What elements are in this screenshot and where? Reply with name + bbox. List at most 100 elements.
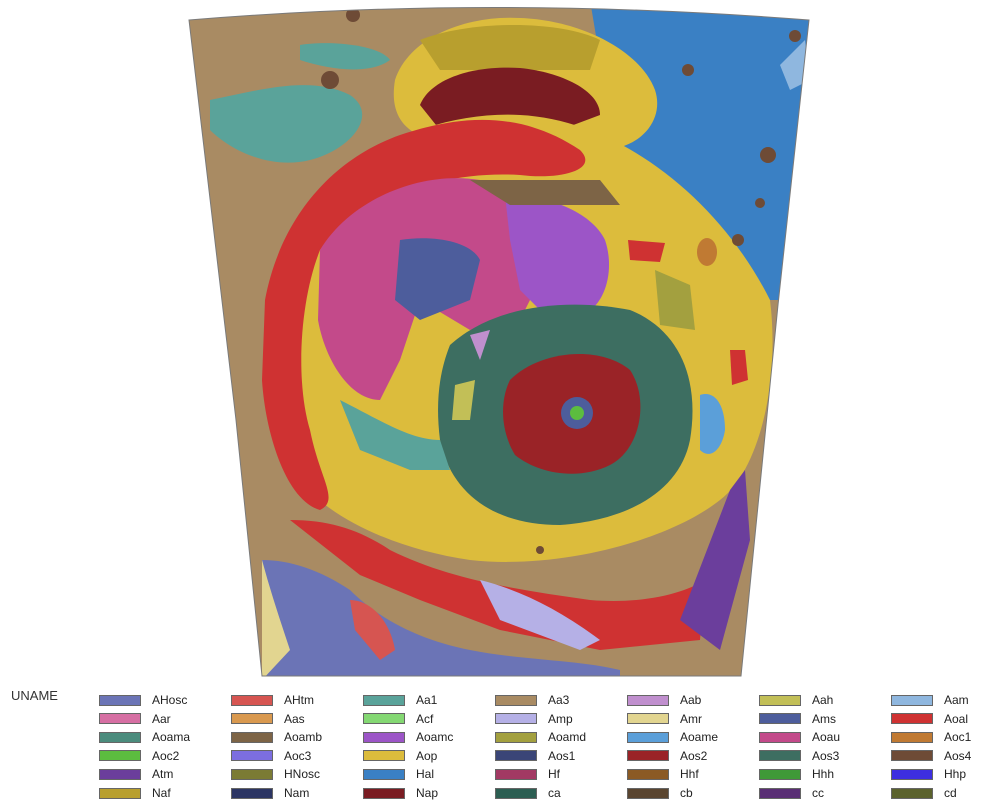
legend-label: Naf	[152, 786, 171, 800]
legend-swatch	[363, 787, 405, 799]
legend-label: Nam	[284, 786, 310, 800]
legend-label: Hhp	[944, 767, 967, 782]
unit-area-naf	[420, 25, 600, 70]
legend-swatch	[891, 787, 933, 799]
legend-item-cc: cc	[759, 786, 824, 800]
crater-spot	[755, 198, 765, 208]
legend-item-aah: Aah	[759, 693, 833, 707]
legend-label: Hf	[548, 767, 560, 782]
unit-area-ahtm	[350, 600, 395, 660]
legend-label: Acf	[416, 711, 434, 726]
legend-item-aoc1: Aoc1	[891, 730, 971, 744]
legend-label: Aar	[152, 711, 171, 726]
legend-label: Aoamb	[284, 730, 323, 745]
unit-area-aoal	[290, 520, 705, 650]
legend-swatch	[627, 787, 669, 799]
legend-label: Ams	[812, 711, 836, 726]
legend-item-ahosc: AHosc	[99, 693, 187, 707]
legend-label: Amr	[680, 711, 702, 726]
map-frame	[188, 7, 810, 677]
legend-item-aoamd: Aoamd	[495, 730, 586, 744]
legend-label: Aoame	[680, 730, 719, 745]
legend-swatch	[495, 750, 537, 762]
legend-item-atm: Atm	[99, 767, 173, 781]
legend-item-cd: cd	[891, 786, 957, 800]
geologic-map	[188, 7, 810, 677]
legend-item-aar: Aar	[99, 712, 171, 726]
legend-swatch	[363, 731, 405, 743]
legend-item-aos2: Aos2	[627, 749, 707, 763]
legend-swatch	[99, 750, 141, 762]
legend-swatch	[231, 768, 273, 780]
legend-swatch	[759, 787, 801, 799]
legend-swatch	[891, 750, 933, 762]
legend-item-aa1: Aa1	[363, 693, 437, 707]
legend-label: Aa1	[416, 693, 438, 707]
legend-label: Aos3	[812, 748, 840, 763]
legend-swatch	[627, 713, 669, 725]
unit-area-aoal	[262, 119, 586, 511]
legend-label: Aoama	[152, 730, 191, 745]
legend-item-cb: cb	[627, 786, 693, 800]
legend-item-hhf: Hhf	[627, 767, 699, 781]
crater-spot	[732, 234, 744, 246]
legend-item-hnosc: HNosc	[231, 767, 320, 781]
unit-area-aoal	[628, 240, 665, 262]
legend-item-nam: Nam	[231, 786, 309, 800]
legend-label: Hhf	[680, 767, 699, 782]
legend-label: Aas	[284, 711, 305, 726]
unit-area-ams	[395, 238, 480, 320]
legend-label: Nap	[416, 786, 439, 800]
legend-item-aos4: Aos4	[891, 749, 971, 763]
legend-item-aa3: Aa3	[495, 693, 569, 707]
legend-label: Aoamc	[416, 730, 454, 745]
legend-swatch	[99, 768, 141, 780]
legend-label: Hhh	[812, 767, 835, 782]
legend-item-aoamb: Aoamb	[231, 730, 322, 744]
unit-area-aoame	[700, 394, 725, 454]
legend-swatch	[99, 694, 141, 706]
legend-item-hf: Hf	[495, 767, 560, 781]
crater-spot	[760, 147, 776, 163]
legend-title: UNAME	[11, 688, 58, 703]
legend-label: Hal	[416, 767, 435, 782]
legend-label: Aoau	[812, 730, 841, 745]
legend-swatch	[99, 787, 141, 799]
legend-swatch	[231, 713, 273, 725]
legend-label: Atm	[152, 767, 174, 782]
legend-swatch	[759, 731, 801, 743]
crater-spot	[346, 8, 360, 22]
legend-item-nap: Nap	[363, 786, 438, 800]
unit-area-aah	[452, 380, 475, 420]
crater-spot	[697, 238, 717, 266]
unit-area-aa1	[340, 400, 450, 470]
legend-label: AHtm	[284, 693, 314, 707]
legend-label: AHosc	[152, 693, 188, 707]
legend-label: Aoamd	[548, 730, 587, 745]
legend-swatch	[627, 768, 669, 780]
legend-swatch	[231, 731, 273, 743]
legend-swatch	[363, 694, 405, 706]
legend-swatch	[495, 731, 537, 743]
legend-label: Aam	[944, 693, 969, 707]
legend-item-amp: Amp	[495, 712, 573, 726]
legend-item-aoc2: Aoc2	[99, 749, 179, 763]
legend-item-aop: Aop	[363, 749, 437, 763]
legend-swatch	[759, 750, 801, 762]
legend-swatch	[231, 694, 273, 706]
legend-swatch	[495, 694, 537, 706]
legend-label: Aos2	[680, 748, 708, 763]
legend-swatch	[759, 768, 801, 780]
legend-item-aoamc: Aoamc	[363, 730, 453, 744]
legend-swatch	[99, 713, 141, 725]
legend-swatch	[891, 713, 933, 725]
legend-label: cc	[812, 786, 824, 800]
legend-swatch	[231, 787, 273, 799]
legend-swatch	[495, 713, 537, 725]
legend-swatch	[759, 694, 801, 706]
legend-swatch	[891, 694, 933, 706]
unit-area-aoal	[730, 350, 748, 385]
legend-label: Aos4	[944, 748, 972, 763]
legend-item-aab: Aab	[627, 693, 701, 707]
legend-item-amr: Amr	[627, 712, 702, 726]
